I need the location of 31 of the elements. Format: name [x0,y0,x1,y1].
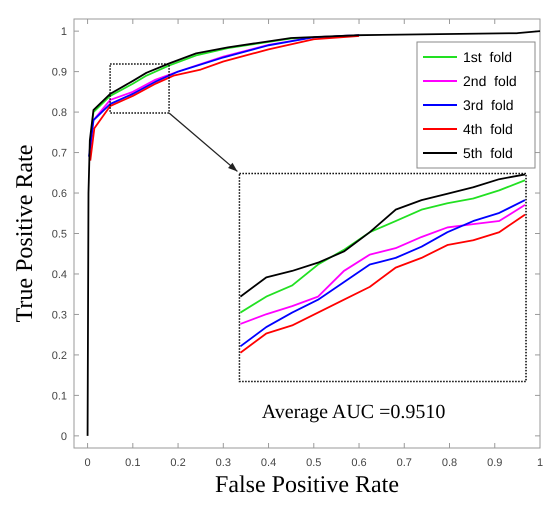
x-tick-label: 0.9 [487,457,502,469]
line-series [86,30,541,437]
legend-label: 3rd fold [463,97,514,113]
x-tick-label: 0.7 [396,457,412,469]
x-tick-label: 0.4 [260,457,276,469]
y-tick-label: 0.5 [52,228,67,240]
y-tick-label: 0.8 [52,107,67,120]
y-tick-label: 0.9 [52,66,67,79]
x-tick-label: 0.3 [216,457,231,469]
x-tick-label: 0.6 [351,457,367,469]
x-tick-label: 0.2 [170,457,186,469]
x-tick-label: 0.5 [306,457,322,469]
y-tick-label: 0.6 [52,188,67,200]
annotation: Average AUC =0.9510 [262,401,446,423]
y-tick-label: 0.1 [52,390,67,402]
y-axis-title: True Positive Rate [12,144,38,322]
legend-label: 5th fold [463,145,513,161]
y-tick-label: 0.4 [52,268,67,281]
legend-label: 2nd fold [463,73,517,89]
x-tick-label: 0 [84,457,91,469]
x-axis-title: False Positive Rate [215,472,399,498]
x-tick-label: 1 [536,457,544,469]
y-tick-label: 0 [60,430,67,443]
y-tick-label: 1 [60,26,67,38]
legend-label: 4th fold [463,121,513,137]
y-tick-label: 0.7 [52,148,67,160]
y-tick-label: 0.3 [52,309,67,322]
x-tick-label: 0.1 [125,457,140,469]
x-tick-label: 0.8 [442,457,458,469]
y-tick-label: 0.2 [52,350,67,362]
legend-label: 1st fold [463,49,512,65]
